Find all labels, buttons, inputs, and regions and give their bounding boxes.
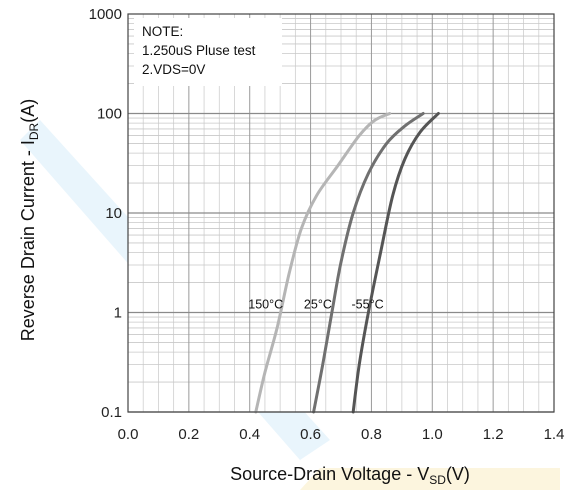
series-line-1 — [254, 112, 392, 414]
y-tick-label: 100 — [97, 106, 122, 123]
y-axis-title: Reverse Drain Current - IDR(A) — [18, 99, 41, 341]
x-tick-label: 0.8 — [361, 426, 382, 443]
x-tick-label: 1.4 — [544, 426, 565, 443]
x-tick-label: 1.0 — [422, 426, 443, 443]
x-tick-label: 0.2 — [178, 426, 199, 443]
note-line-3: 2.VDS=0V — [142, 62, 205, 77]
x-tick-labels: 0.0 0.2 0.4 0.6 0.8 1.0 1.2 1.4 — [118, 426, 565, 443]
x-tick-label: 1.2 — [483, 426, 504, 443]
y-axis-title-main: Reverse Drain Current - I — [18, 140, 38, 341]
note-box: NOTE: 1.250uS Pluse test 2.VDS=0V — [134, 18, 282, 86]
y-axis-title-unit: (A) — [18, 99, 38, 123]
y-tick-label: 1000 — [89, 6, 122, 23]
note-line-1: NOTE: — [142, 24, 183, 39]
curve-label-3: -55°C — [352, 297, 384, 311]
x-axis-title-sub: SD — [429, 473, 446, 487]
y-axis-title-sub: DR — [27, 122, 41, 140]
note-line-2: 1.250uS Pluse test — [142, 43, 256, 58]
x-tick-label: 0.0 — [118, 426, 139, 443]
y-tick-labels: 0.1 1 10 100 1000 — [89, 6, 122, 421]
note-background — [134, 18, 282, 86]
curve-label-1: 150°C — [248, 297, 283, 311]
x-axis-title: Source-Drain Voltage - VSD(V) — [230, 464, 470, 487]
x-axis-title-unit: (V) — [446, 464, 470, 484]
curve-labels: 150°C 25°C -55°C — [248, 297, 383, 311]
x-tick-label: 0.4 — [239, 426, 260, 443]
series-line-3 — [351, 112, 440, 414]
y-tick-label: 10 — [105, 205, 122, 222]
series-line-2 — [312, 112, 425, 414]
y-tick-label: 1 — [114, 305, 122, 322]
y-tick-label: 0.1 — [101, 404, 122, 421]
x-axis-title-main: Source-Drain Voltage - V — [230, 464, 429, 484]
curve-label-2: 25°C — [304, 297, 332, 311]
x-tick-label: 0.6 — [300, 426, 321, 443]
series-layer — [254, 112, 440, 414]
plot-frame — [127, 13, 555, 413]
